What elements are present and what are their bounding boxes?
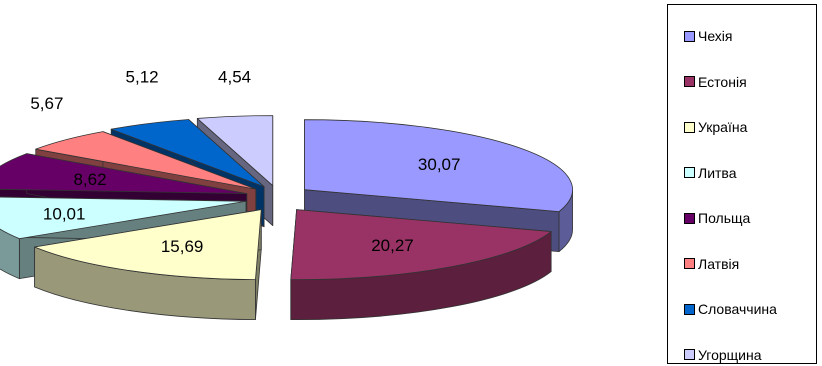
data-label-4: 8,62 <box>73 170 106 189</box>
legend-swatch-icon <box>684 167 695 178</box>
slice-0 <box>304 119 573 213</box>
legend-label: Латвія <box>698 255 740 272</box>
legend-item: Польща <box>684 209 750 227</box>
pie-slices <box>0 115 573 321</box>
legend-swatch-icon <box>684 303 695 315</box>
slice-4 <box>0 153 248 194</box>
legend-item: Угорщина <box>684 346 762 364</box>
slice-2 <box>34 209 262 281</box>
legend-label: Чехія <box>698 28 733 44</box>
legend-label: Україна <box>698 119 748 135</box>
legend-label: Словаччина <box>698 301 777 317</box>
data-label-6: 5,12 <box>126 67 159 86</box>
slice-6 <box>110 119 265 188</box>
legend-label: Естонія <box>698 73 747 90</box>
legend-label: Угорщина <box>698 346 762 363</box>
slice-3 <box>0 196 247 240</box>
slice-1 <box>290 209 552 280</box>
legend-item: Литва <box>684 164 737 182</box>
legend-swatch-icon <box>684 30 695 42</box>
pie-data-labels: 30,07 20,27 15,69 10,01 8,62 5,67 5,12 4,54 <box>30 67 460 256</box>
data-label-7: 4,54 <box>218 67 251 86</box>
chart-legend: Чехія Естонія Україна Литва Польща Латвія Слов… <box>667 4 817 364</box>
legend-item: Естонія <box>684 73 747 91</box>
slice-5 <box>35 131 257 190</box>
data-label-1: 20,27 <box>371 236 414 255</box>
slice-7 <box>196 115 274 186</box>
legend-item: Латвія <box>684 255 739 273</box>
pie-chart: 30,07 20,27 15,69 10,01 8,62 5,67 5,12 4,54 <box>0 67 573 321</box>
legend-swatch-icon <box>684 212 695 224</box>
data-label-3: 10,01 <box>43 204 86 223</box>
legend-label: Литва <box>698 164 737 181</box>
data-label-2: 15,69 <box>161 237 204 256</box>
slice-side-3-0 <box>0 228 20 280</box>
legend-swatch-icon <box>684 258 695 269</box>
legend-item: Словаччина <box>684 300 777 318</box>
legend-swatch-icon <box>684 349 695 360</box>
legend-swatch-icon <box>684 121 695 133</box>
data-label-0: 30,07 <box>418 155 461 174</box>
data-label-5: 5,67 <box>30 94 63 113</box>
legend-item: Україна <box>684 118 747 136</box>
legend-label: Польща <box>698 210 751 226</box>
legend-item: Чехія <box>684 27 733 45</box>
legend-swatch-icon <box>684 76 695 87</box>
